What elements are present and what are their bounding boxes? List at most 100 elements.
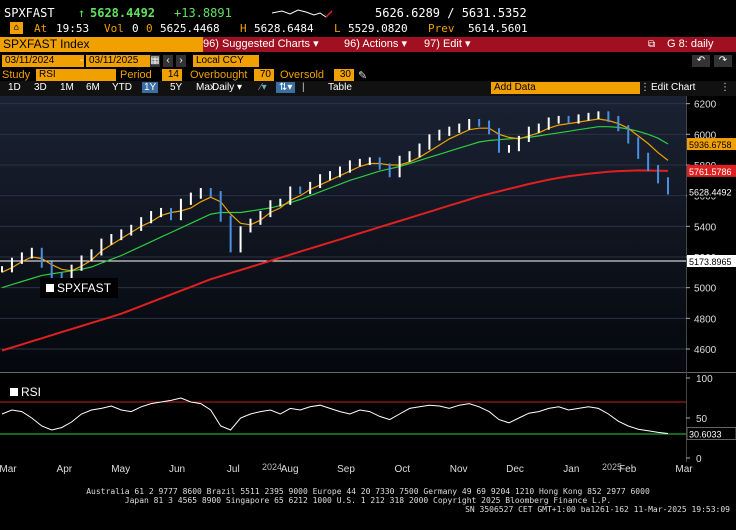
hline-value-label: 5173.8965: [689, 257, 732, 267]
bar-style-icon[interactable]: ⇅▾: [276, 82, 296, 93]
end-date-field[interactable]: 03/11/2025: [86, 55, 154, 67]
edit-menu[interactable]: 97) Edit ▾: [424, 38, 471, 50]
ma-mid-value-label: 5936.6758: [689, 140, 732, 150]
more-icon[interactable]: ⋮: [720, 82, 730, 93]
rsi-line: [1, 397, 669, 434]
edit-chart-button[interactable]: Edit Chart: [651, 82, 696, 93]
high-value: 5628.6484: [254, 22, 314, 35]
rsi-tick-label-0: 0: [696, 454, 702, 465]
date-separator: -: [80, 55, 84, 66]
ma-long-line: [1, 169, 669, 352]
pencil-icon[interactable]: ✎: [358, 70, 368, 82]
period-field[interactable]: 14: [162, 69, 182, 81]
footer-phone-line-2: Japan 81 3 4565 8900 Singapore 65 6212 1…: [124, 496, 612, 505]
range-5y[interactable]: 5Y: [170, 82, 183, 93]
ma-long-value-label: 5761.5786: [689, 167, 732, 177]
ma-short-line: [1, 118, 669, 273]
range-3d[interactable]: 3D: [34, 82, 47, 93]
rsi-panel-bg: [0, 374, 686, 462]
vol-label: Vol: [104, 22, 124, 35]
legend: SPXFAST: [40, 278, 118, 298]
rsi-value-label: 30.6033: [689, 430, 722, 440]
range-max[interactable]: Max: [196, 82, 215, 93]
y-tick-label-5400: 5400: [694, 222, 717, 233]
edit-chart-icon[interactable]: ⋮: [640, 82, 650, 93]
undo-icon[interactable]: ↶: [692, 55, 710, 67]
actions-menu[interactable]: 96) Actions ▾: [344, 38, 407, 50]
add-data-field[interactable]: Add Data: [491, 82, 640, 94]
legend-label: SPXFAST: [57, 281, 112, 295]
at-label: At: [34, 22, 48, 35]
x-tick-label-apr-1: Apr: [57, 464, 73, 475]
last-price: 5628.4492: [90, 6, 156, 20]
oversold-field[interactable]: 30: [334, 69, 354, 81]
x-tick-label-mar-0: Mar: [0, 464, 17, 475]
x-tick-label-jul-4: Jul: [227, 464, 240, 475]
period-label: Period: [120, 69, 152, 81]
rsi-legend: RSI: [10, 385, 41, 399]
y-tick-label-4800: 4800: [694, 314, 717, 325]
study-select[interactable]: RSI: [36, 69, 116, 81]
sparkline: [272, 9, 332, 18]
year-label-2024: 2024: [262, 462, 282, 472]
menu-bar: SPXFAST Index 96) Suggested Charts ▾ 96)…: [0, 37, 736, 52]
range-6m[interactable]: 6M: [86, 82, 100, 93]
price-panel-bg: [0, 96, 686, 372]
x-tick-label-nov-8: Nov: [450, 464, 468, 475]
y-tick-label-6000: 6000: [694, 130, 717, 141]
line-style-icon[interactable]: ⁄▾: [260, 82, 267, 93]
y-tick-label-4600: 4600: [694, 345, 717, 356]
calendar-icon[interactable]: ▦: [150, 55, 160, 67]
low-label: L: [334, 22, 341, 35]
low-value: 5529.0820: [348, 22, 408, 35]
open-value: 5625.4468: [160, 22, 220, 35]
x-tick-label-jun-3: Jun: [169, 464, 185, 475]
x-tick-label-oct-7: Oct: [395, 464, 411, 475]
rsi-tick-label-50: 50: [696, 414, 708, 425]
prev-value: 5614.5601: [468, 22, 528, 35]
x-tick-label-mar-12: Mar: [675, 464, 693, 475]
prev-period-icon[interactable]: ‹: [163, 55, 173, 67]
overbought-field[interactable]: 70: [254, 69, 274, 81]
high-label: H: [240, 22, 247, 35]
study-controls: Study RSI Period 14 Overbought 70 Overso…: [0, 69, 736, 83]
ma-mid-value-label-bg: [687, 138, 736, 151]
oversold-label: Oversold: [280, 69, 325, 81]
rsi-tick-label-100: 100: [696, 374, 713, 385]
range-ytd[interactable]: YTD: [112, 82, 132, 93]
range-1m[interactable]: 1M: [60, 82, 74, 93]
security-title[interactable]: SPXFAST Index: [0, 37, 203, 52]
footer-session: SN 3506527 CET GMT+1:00 ba1261-162 11-Ma…: [465, 505, 730, 514]
ma-mid-line: [1, 126, 669, 289]
alert-icon[interactable]: ⌂: [10, 22, 23, 34]
start-date-field[interactable]: 03/11/2024: [2, 55, 84, 67]
overbought-label: Overbought: [190, 69, 248, 81]
x-tick-label-feb-11: Feb: [619, 464, 637, 475]
up-arrow-icon: ↑: [78, 6, 86, 20]
time: 19:53: [56, 22, 90, 35]
quote-details: ⌂ At 19:53 Vol 0 0 5625.4468 H 5628.6484…: [0, 22, 736, 36]
table-button[interactable]: Table: [328, 82, 352, 93]
redo-icon[interactable]: ↷: [714, 55, 732, 67]
suggested-charts-menu[interactable]: 96) Suggested Charts ▾: [203, 38, 319, 50]
next-period-icon[interactable]: ›: [176, 55, 186, 67]
popout-icon[interactable]: ⧉: [648, 39, 656, 50]
currency-select[interactable]: Local CCY: [193, 55, 259, 67]
x-tick-label-jan-10: Jan: [563, 464, 579, 475]
footer: Australia 61 2 9777 8600 Brazil 5511 239…: [0, 487, 736, 514]
frequency-select[interactable]: Daily ▾: [212, 82, 243, 93]
y-tick-label-6200: 6200: [694, 100, 717, 111]
graph-number: G 8: daily: [667, 38, 714, 50]
bid-ask: 5626.6289 / 5631.5352: [375, 6, 527, 20]
quote-header: SPXFAST ↑ 5628.4492 +13.8891 5626.6289 /…: [0, 6, 736, 20]
range-1d[interactable]: 1D: [8, 82, 21, 93]
x-tick-label-sep-6: Sep: [337, 464, 355, 475]
year-label-2025: 2025: [602, 462, 622, 472]
x-tick-label-aug-5: Aug: [281, 464, 299, 475]
x-tick-label-dec-9: Dec: [506, 464, 524, 475]
last-price-label: 5628.4492: [689, 187, 732, 197]
ticker: SPXFAST: [4, 6, 55, 20]
rsi-value-bg: [686, 427, 736, 441]
range-1y[interactable]: 1Y: [142, 82, 159, 93]
